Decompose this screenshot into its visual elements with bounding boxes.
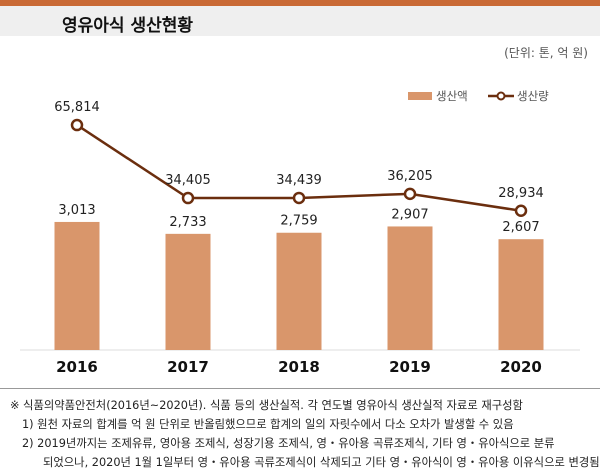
bar-2020 <box>498 239 544 350</box>
line-point-2020 <box>514 204 528 218</box>
bar-2016 <box>54 221 100 350</box>
bar-2019 <box>387 226 433 350</box>
legend-line-marker <box>496 91 506 101</box>
bar-label-2016: 3,013 <box>58 203 95 218</box>
line-label-2020: 28,934 <box>498 186 544 201</box>
note-2-cont: 되었으나, 2020년 1월 1일부터 영・유아용 곡류조제식이 삭제되고 기타… <box>43 456 600 469</box>
legend-line-label: 생산량 <box>517 89 549 103</box>
line-point-2019 <box>403 187 417 201</box>
top-accent-bar <box>0 0 600 6</box>
x-tick-2019: 2019 <box>389 358 431 376</box>
x-tick-2016: 2016 <box>56 358 98 376</box>
bar-2018 <box>276 232 322 350</box>
x-tick-2020: 2020 <box>500 358 542 376</box>
line-label-2018: 34,439 <box>276 173 322 188</box>
line-label-2017: 34,405 <box>165 173 211 188</box>
line-label-2019: 36,205 <box>387 169 433 184</box>
line-point-2018 <box>292 191 306 205</box>
source-note: ※ 식품의약품안전처(2016년~2020년). 식품 등의 생산실적. 각 연… <box>10 399 523 412</box>
footnotes: ※ 식품의약품안전처(2016년~2020년). 식품 등의 생산실적. 각 연… <box>10 396 600 472</box>
legend-bar-label: 생산액 <box>436 89 468 103</box>
bar-2017 <box>165 233 211 350</box>
line-point-2017 <box>181 191 195 205</box>
bar-label-2018: 2,759 <box>280 214 317 229</box>
chart: 3,013 2016 2,733 2017 2,759 2018 2,907 2019 2,60… <box>20 89 580 376</box>
x-tick-2017: 2017 <box>167 358 209 376</box>
unit-label: (단위: 톤, 억 원) <box>504 46 588 60</box>
bar-label-2017: 2,733 <box>169 215 206 230</box>
note-2: 2) 2019년까지는 조제유류, 영아용 조제식, 성장기용 조제식, 영・유… <box>22 437 555 450</box>
bar-label-2019: 2,907 <box>391 207 428 222</box>
chart-title: 영유아식 생산현황 <box>62 16 194 36</box>
line-label-2016: 65,814 <box>54 100 100 115</box>
note-1: 1) 원천 자료의 합계를 억 원 단위로 반올림했으므로 합계의 일의 자릿수… <box>22 418 514 431</box>
title-band <box>0 6 600 36</box>
x-tick-2018: 2018 <box>278 358 320 376</box>
divider <box>0 388 600 389</box>
line-point-2016 <box>70 118 84 132</box>
legend-bar-swatch <box>408 92 432 100</box>
bar-label-2020: 2,607 <box>502 220 539 235</box>
